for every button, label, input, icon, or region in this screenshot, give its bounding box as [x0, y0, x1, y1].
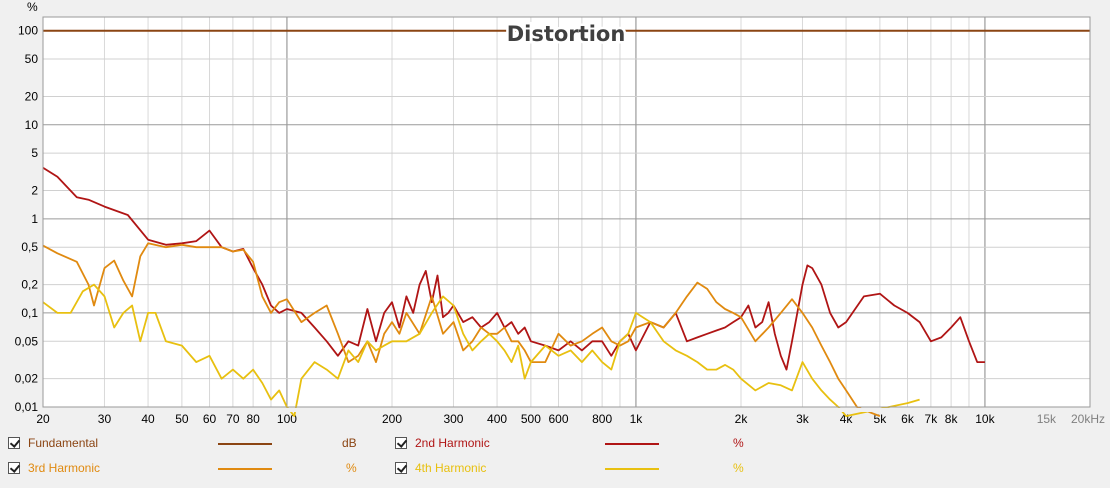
y-tick-label: 20: [25, 89, 39, 103]
y-axis-label: %: [27, 0, 38, 14]
4th-harmonic-checkbox[interactable]: [395, 462, 407, 474]
fundamental-checkbox[interactable]: [8, 437, 20, 449]
x-tick-label: 70: [226, 412, 240, 426]
x-tick-label: 1k: [630, 412, 644, 426]
y-tick-label: 0,5: [21, 240, 38, 254]
x-tick-label: 300: [443, 412, 463, 426]
x-tick-label: 200: [382, 412, 402, 426]
legend-swatch-4th-harmonic: [605, 468, 659, 470]
plot-bottom-mask: [43, 408, 1090, 412]
y-tick-label: 0,01: [15, 400, 39, 414]
x-tick-label: 20: [36, 412, 50, 426]
y-tick-label: 0,05: [15, 334, 39, 348]
x-tick-label: 15k: [1037, 412, 1057, 426]
plot-background: [42, 16, 1091, 408]
plot-border: [42, 16, 1091, 408]
x-tick-label: 80: [246, 412, 260, 426]
legend-swatch-3rd-harmonic: [218, 468, 272, 470]
series-line-4th-harmonic: [42, 283, 920, 418]
x-tick-label: 400: [487, 412, 507, 426]
x-tick-label: 20kHz: [1071, 412, 1105, 426]
legend-swatch-2nd-harmonic: [605, 443, 659, 445]
y-tick-label: 0,1: [21, 306, 38, 320]
chart-svg: 100 50 20 10 5 2 1 0,5 0,2 0,1 0,05 0,02 0,01% 20 30 40…: [15, 0, 1105, 426]
y-tick-label: 50: [25, 52, 39, 66]
x-tick-label: 60: [203, 412, 217, 426]
y-tick-label: 2: [31, 184, 38, 198]
x-tick-label: 40: [141, 412, 155, 426]
2nd-harmonic-checkbox[interactable]: [395, 437, 407, 449]
series-line-2nd-harmonic: [42, 166, 985, 371]
legend-unit-fundamental: dB: [342, 436, 357, 450]
x-tick-label: 100: [277, 412, 297, 426]
legend-label-fundamental: Fundamental: [28, 436, 99, 450]
x-tick-label: 8k: [945, 412, 959, 426]
x-tick-label: 800: [592, 412, 612, 426]
x-tick-label: 7k: [925, 412, 939, 426]
y-tick-label: 0,02: [15, 372, 39, 386]
legend-label-4th-harmonic: 4th Harmonic: [415, 461, 487, 475]
legend-label-3rd-harmonic: 3rd Harmonic: [28, 461, 101, 475]
y-tick-label: 10: [25, 118, 39, 132]
y-tick-label: 1: [31, 212, 38, 226]
y-tick-label: 0,2: [21, 278, 38, 292]
legend-unit-4th-harmonic: %: [733, 461, 744, 475]
series-line-3rd-harmonic: [42, 242, 881, 417]
distortion-chart: 100 50 20 10 5 2 1 0,5 0,2 0,1 0,05 0,02 0,01% 20 30 40…: [15, 0, 1105, 426]
legend-label-2nd-harmonic: 2nd Harmonic: [415, 436, 490, 450]
x-tick-label: 2k: [735, 412, 749, 426]
chart-title: Distortion: [507, 22, 626, 46]
x-tick-label: 50: [175, 412, 189, 426]
x-tick-label: 600: [548, 412, 568, 426]
legend-unit-2nd-harmonic: %: [733, 436, 744, 450]
x-tick-label: 6k: [901, 412, 915, 426]
x-tick-label: 500: [521, 412, 541, 426]
3rd-harmonic-checkbox[interactable]: [8, 462, 20, 474]
legend: Fundamental dB 2nd Harmonic % 3rd Harmon…: [0, 432, 1110, 488]
y-tick-label: 100: [18, 24, 38, 38]
x-tick-label: 30: [98, 412, 112, 426]
legend-unit-3rd-harmonic: %: [346, 461, 357, 475]
legend-swatch-fundamental: [218, 443, 272, 445]
x-tick-label: 10k: [975, 412, 995, 426]
x-tick-label: 3k: [796, 412, 810, 426]
y-tick-label: 5: [31, 146, 38, 160]
